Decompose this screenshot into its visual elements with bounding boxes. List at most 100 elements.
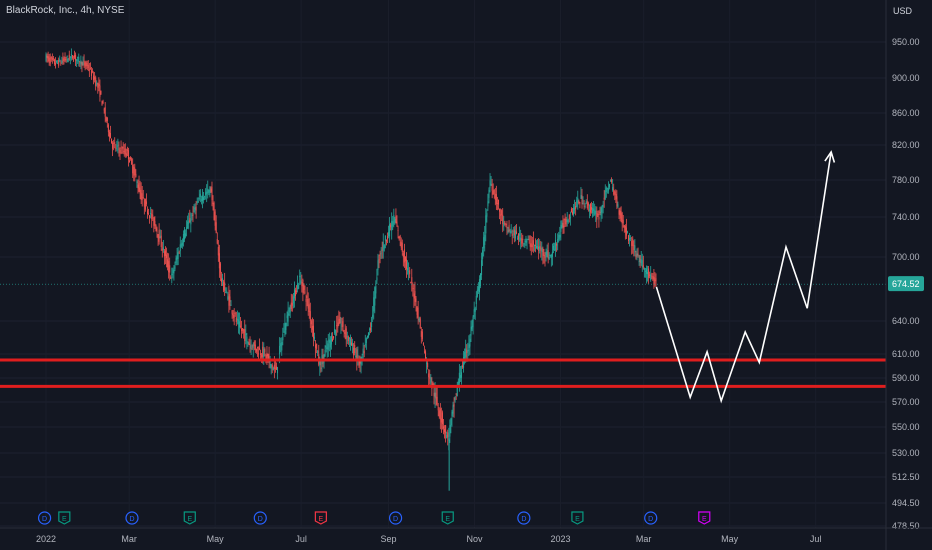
dividend-marker-icon[interactable]: D [517, 511, 531, 525]
candle-body [111, 138, 113, 144]
candle-body [117, 144, 119, 146]
dividend-marker-icon[interactable]: D [125, 511, 139, 525]
candle-body [500, 214, 502, 216]
currency-label[interactable]: USD [892, 6, 912, 16]
price-axis-label: 494.50 [892, 498, 920, 508]
candle-body [554, 249, 556, 251]
candle-body [141, 193, 143, 200]
dividend-marker-icon[interactable]: D [644, 511, 658, 525]
candle-body [159, 236, 161, 239]
candle-body [548, 256, 550, 259]
candle-body [188, 220, 190, 225]
candle-body [649, 274, 651, 277]
earnings-marker-icon[interactable]: E [183, 511, 196, 525]
earnings-marker-icon[interactable]: E [698, 511, 711, 525]
candle-body [257, 353, 259, 355]
candle-body [253, 341, 255, 347]
candle-body [636, 253, 638, 256]
candle-body [210, 188, 212, 192]
candle-body [610, 180, 612, 182]
candle-body [397, 230, 399, 231]
candle-body [273, 364, 275, 370]
candle-body [244, 329, 246, 342]
candle-body [63, 59, 65, 61]
earnings-marker-icon[interactable]: E [314, 511, 327, 525]
candle-body [351, 342, 353, 346]
projection-line[interactable] [655, 151, 832, 404]
candle-body [256, 346, 258, 348]
candle-body [435, 392, 437, 399]
candle-body [198, 197, 200, 199]
candle-body [381, 249, 383, 251]
candle-body [483, 237, 485, 249]
earnings-marker-icon[interactable]: E [571, 511, 584, 525]
candle-body [154, 221, 156, 226]
candle-body [352, 343, 354, 347]
candle-body [599, 211, 601, 214]
candle-body [152, 215, 154, 217]
symbol-title[interactable]: BlackRock, Inc., 4h, NYSE [6, 5, 125, 16]
dividend-marker-icon[interactable]: D [388, 511, 403, 525]
candle-body [286, 315, 288, 319]
candle-body [311, 325, 313, 330]
earnings-marker-icon[interactable]: E [441, 511, 454, 525]
candle-body [453, 404, 455, 407]
price-axis-label: 900.00 [892, 73, 920, 83]
candle-body [166, 254, 168, 259]
candle-body [423, 351, 425, 353]
candle-body [582, 202, 584, 204]
candle-body [172, 269, 174, 274]
candle-body [333, 336, 335, 338]
candle-body [614, 191, 616, 195]
candle-body [126, 149, 128, 151]
time-axis[interactable]: 2022 Mar May Jul Sep Nov 2023 Mar May Jul [0, 527, 932, 544]
candle-body [436, 396, 438, 405]
candle-body [577, 197, 579, 203]
candle-body [235, 317, 237, 323]
price-axis[interactable]: 950.00 900.00 860.00 820.00 780.00 740.00 700.… [885, 0, 924, 550]
candle-body [358, 360, 360, 366]
candle-body [413, 293, 415, 299]
dividend-marker-icon[interactable]: D [37, 511, 52, 525]
candle-body [454, 397, 456, 401]
candle-body [61, 60, 63, 63]
candle-body [391, 221, 393, 231]
candle-body [156, 228, 158, 232]
dividend-marker-icon[interactable]: D [253, 511, 267, 525]
candle-body [163, 251, 165, 257]
earnings-marker-icon[interactable]: E [58, 511, 71, 525]
candle-body [530, 243, 532, 248]
candle-body [370, 327, 372, 331]
candle-body [84, 62, 86, 66]
candle-body [552, 245, 554, 250]
marker-shape [125, 511, 139, 525]
candle-body [565, 218, 567, 225]
candle-body [132, 164, 134, 174]
candle-body [353, 347, 355, 356]
candle-body [291, 302, 293, 306]
marker-label: E [319, 516, 324, 523]
candle-body [602, 204, 604, 208]
candle-body [346, 335, 348, 338]
candle-body [247, 342, 249, 344]
candle-body [402, 253, 404, 258]
candle-body [640, 259, 642, 264]
projection-path [655, 150, 836, 404]
candle-body [285, 323, 287, 330]
candle-body [511, 233, 513, 236]
candle-body [515, 231, 517, 234]
candle-body [529, 243, 531, 247]
candle-body [417, 307, 419, 318]
candle-body [408, 271, 410, 273]
candle-body [557, 239, 559, 243]
candle-body [637, 253, 639, 257]
candle-body [586, 201, 588, 208]
marker-shape [314, 511, 327, 525]
candle-body [329, 340, 331, 348]
candle-body [427, 363, 429, 368]
candle-body [460, 372, 462, 378]
candle-body [555, 239, 557, 251]
candle-body [595, 210, 597, 214]
